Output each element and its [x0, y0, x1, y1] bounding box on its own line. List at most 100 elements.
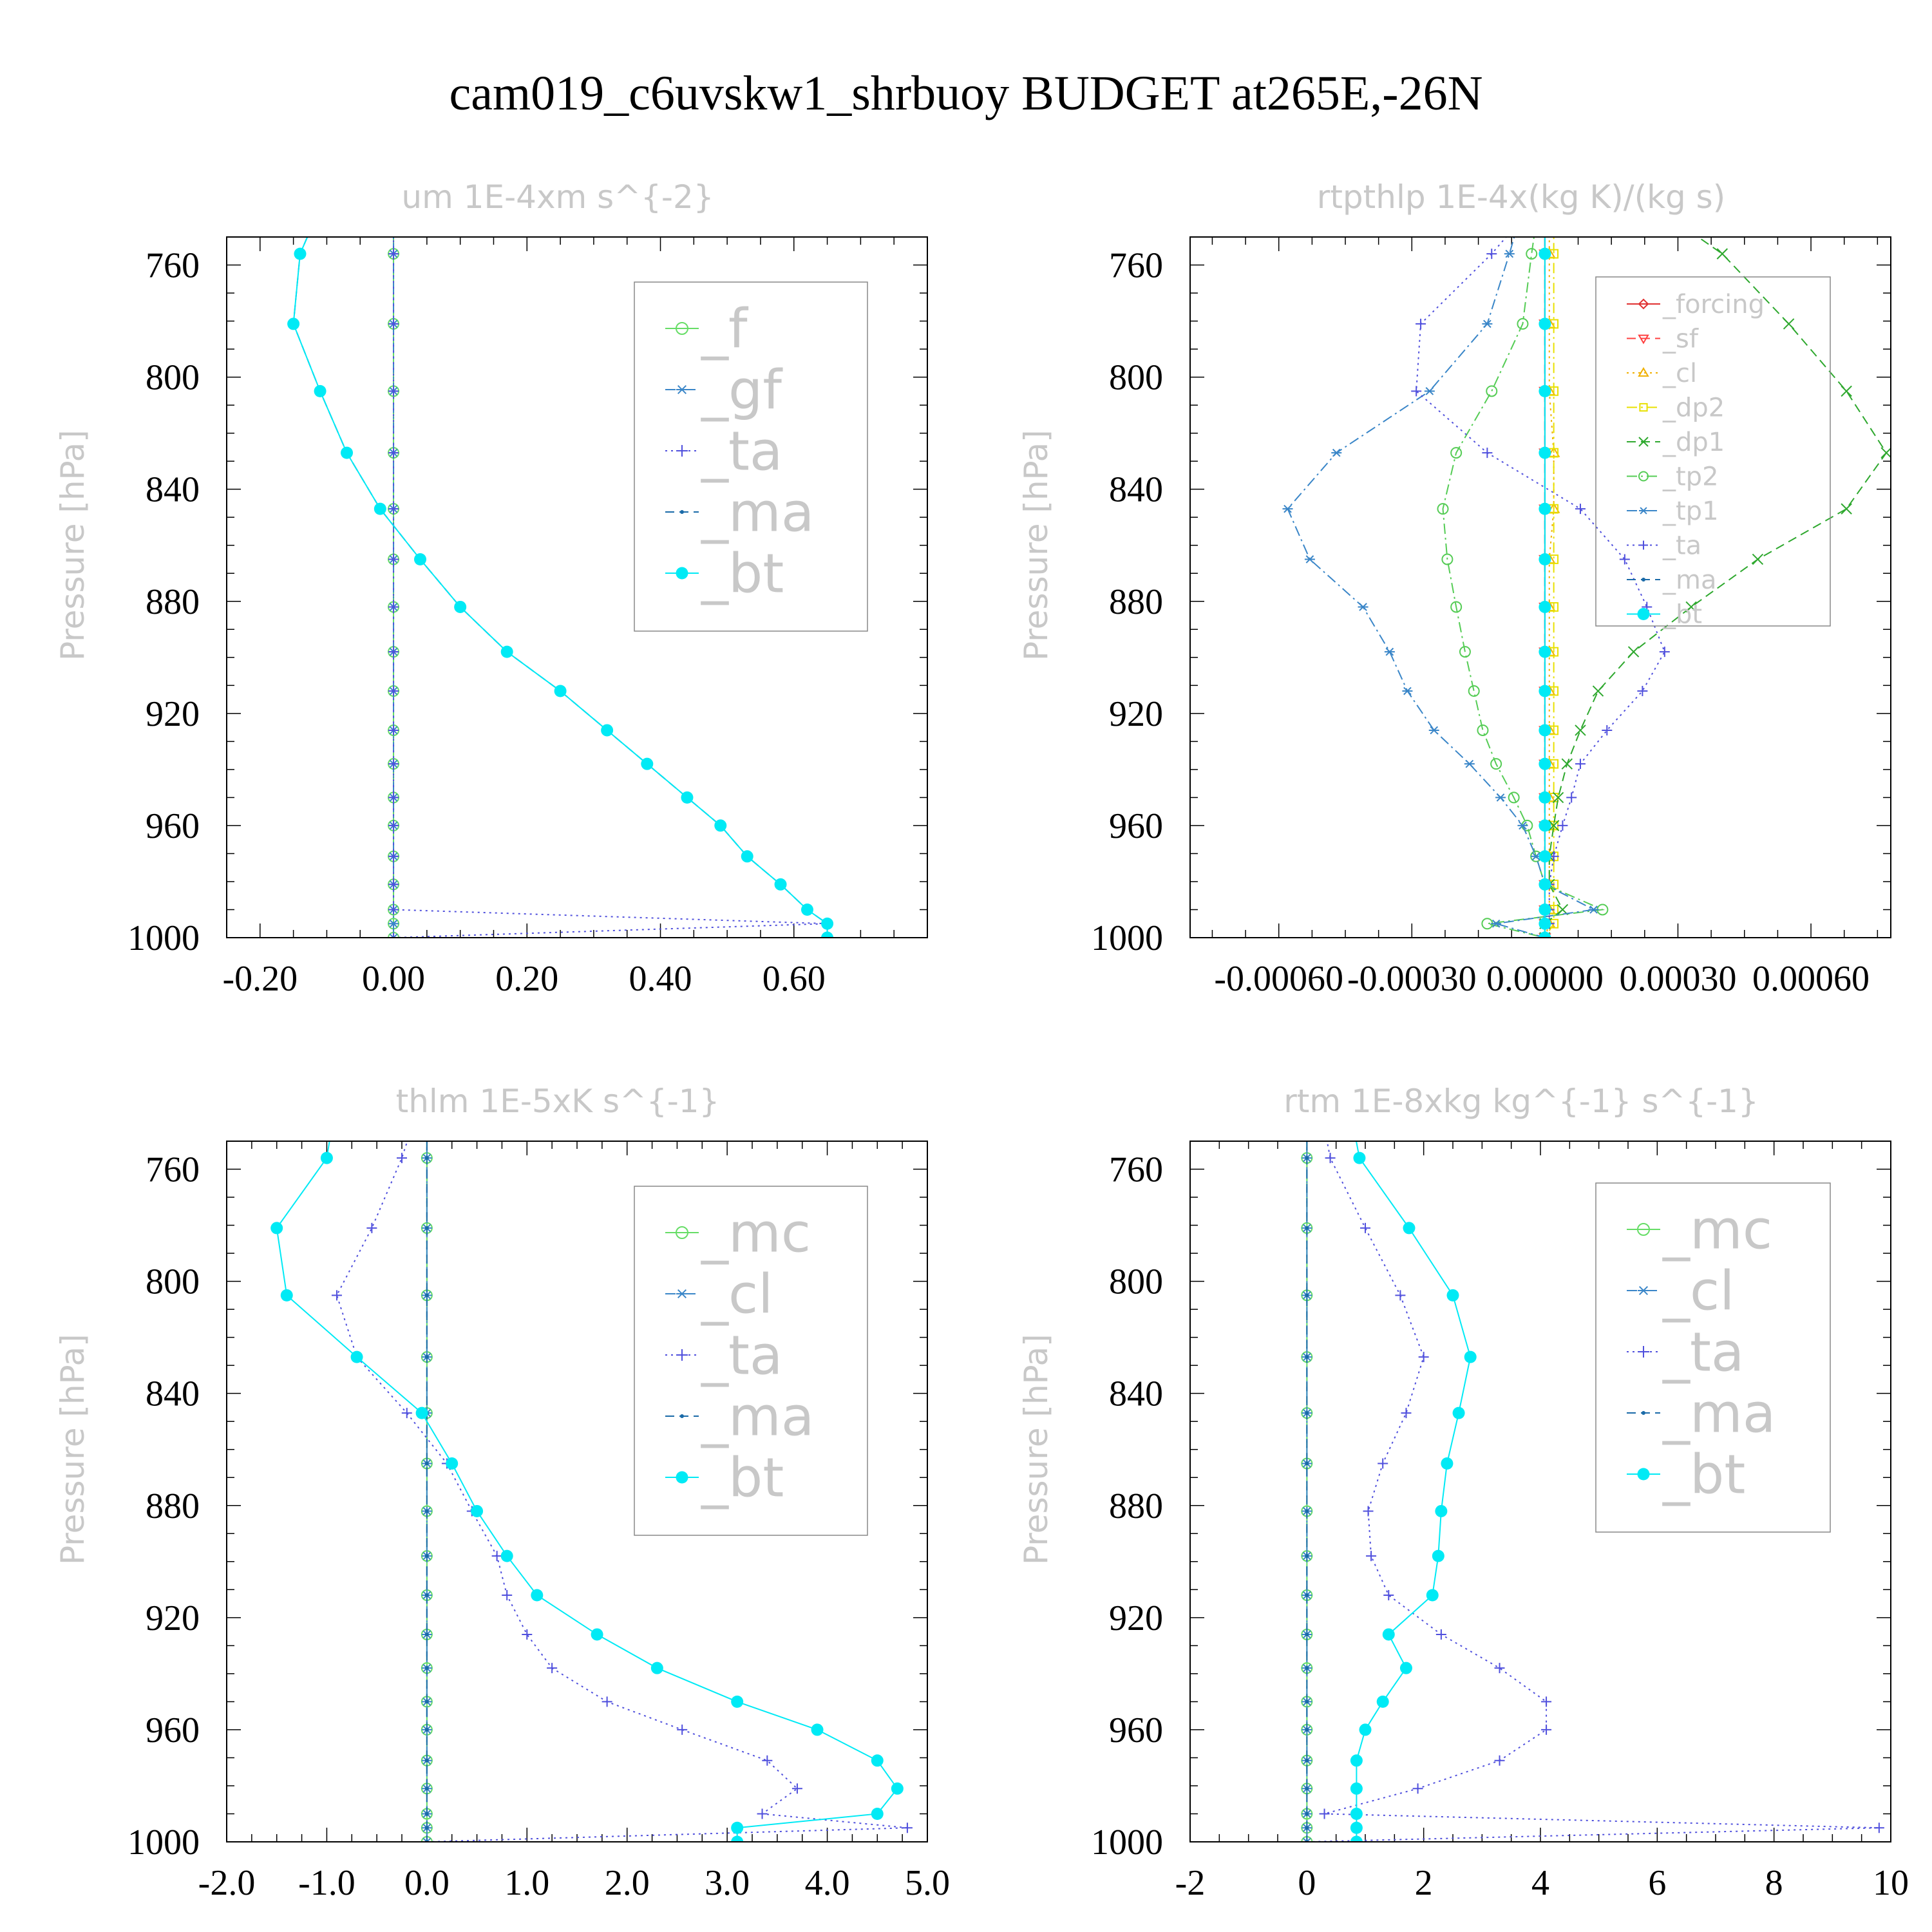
data-point: [1383, 1590, 1394, 1601]
series-ma: [1305, 1141, 1309, 1842]
series-bt: [1539, 237, 1551, 938]
legend-label: _bt: [1662, 600, 1702, 630]
data-point: [1627, 646, 1640, 658]
series-cl: [1541, 237, 1560, 938]
legend-label: _bt: [701, 1446, 784, 1509]
data-point: [1638, 1346, 1649, 1358]
data-point: [757, 1808, 768, 1819]
data-point: [1428, 726, 1439, 735]
data-point: [1539, 791, 1551, 804]
data-point: [1602, 724, 1613, 735]
y-tick-label: 840: [146, 1374, 200, 1414]
data-point: [424, 1786, 429, 1791]
y-tick-label: 920: [146, 694, 200, 734]
data-point: [1459, 646, 1471, 658]
data-point: [1637, 608, 1650, 620]
data-point: [500, 1549, 513, 1562]
data-point: [1477, 724, 1489, 736]
series-ta: [1411, 237, 1670, 938]
data-point: [1880, 447, 1891, 459]
data-point: [1592, 685, 1604, 697]
data-point: [388, 933, 399, 938]
data-point: [1435, 1629, 1446, 1640]
panel-title: thlm 1E-5xK s^{-1}: [396, 1083, 720, 1120]
data-point: [1437, 503, 1449, 515]
y-tick-label: 960: [1109, 1710, 1163, 1750]
x-tick-label: 0.40: [629, 959, 692, 999]
data-point: [601, 724, 614, 737]
data-point: [1619, 554, 1630, 565]
data-point: [871, 1754, 884, 1767]
data-point: [424, 1461, 429, 1466]
y-tick-label: 880: [146, 1486, 200, 1526]
y-tick-label: 1000: [128, 1823, 200, 1862]
data-point: [397, 1153, 407, 1164]
plot-frame: [226, 236, 928, 938]
data-point: [811, 1723, 824, 1736]
data-point: [1539, 917, 1551, 930]
data-point: [1350, 1807, 1363, 1820]
x-tick-label: 0.0: [404, 1863, 450, 1903]
data-point: [1450, 601, 1463, 613]
data-point: [1441, 553, 1454, 565]
data-point: [424, 1355, 429, 1359]
y-tick-label: 960: [146, 806, 200, 846]
data-point: [1566, 792, 1577, 803]
data-point: [1305, 1826, 1309, 1830]
data-point: [1642, 1411, 1645, 1415]
x-tick-label: -0.00060: [1214, 959, 1343, 999]
data-point: [424, 1156, 429, 1160]
legend-box: [634, 281, 868, 632]
data-point: [1526, 248, 1538, 260]
data-point: [1752, 553, 1764, 565]
data-point: [1464, 759, 1475, 768]
data-point: [1305, 1293, 1309, 1298]
data-point: [446, 1457, 459, 1470]
legend-label: _ta: [1662, 1320, 1744, 1383]
data-point: [1841, 503, 1852, 515]
data-point: [731, 1835, 744, 1842]
data-point: [1331, 448, 1342, 457]
data-point: [388, 879, 399, 890]
data-point: [1424, 387, 1435, 395]
y-tick-label: 800: [146, 1262, 200, 1302]
data-point: [1350, 1754, 1363, 1767]
data-point: [1557, 820, 1568, 831]
y-tick-label: 1000: [1091, 1823, 1163, 1862]
data-point: [641, 757, 654, 770]
data-point: [341, 446, 354, 459]
series-bt: [1350, 1141, 1477, 1842]
data-point: [1358, 603, 1368, 611]
data-point: [1638, 1285, 1649, 1296]
data-point: [1305, 1355, 1309, 1359]
data-point: [680, 1414, 684, 1418]
x-tick-label: -1.0: [298, 1863, 355, 1903]
legend-label: _mc: [1662, 1198, 1772, 1261]
data-point: [1426, 1589, 1439, 1602]
axis-ticks: [226, 236, 928, 938]
data-point: [1642, 578, 1645, 582]
x-tick-label: -2: [1175, 1863, 1206, 1903]
data-point: [1539, 446, 1551, 459]
data-point: [388, 851, 399, 862]
legend: _mc_cl_ta_ma_bt: [634, 1186, 868, 1536]
data-point: [424, 1666, 429, 1671]
data-point: [270, 1222, 283, 1235]
data-point: [676, 1226, 688, 1239]
data-point: [1305, 1509, 1309, 1513]
series-group: [1301, 1141, 1884, 1842]
data-point: [1304, 555, 1315, 564]
series-group: [1282, 237, 1891, 938]
axis-ticks: [1190, 236, 1891, 938]
data-point: [1508, 791, 1520, 804]
x-tick-label: 0.00000: [1486, 959, 1604, 999]
data-point: [1305, 1226, 1309, 1230]
axis-ticks: [1189, 1141, 1891, 1842]
data-point: [1395, 1290, 1406, 1301]
data-point: [522, 1629, 533, 1640]
data-point: [676, 1349, 688, 1361]
data-point: [1350, 1821, 1363, 1834]
data-point: [1486, 385, 1498, 397]
legend-label: _sf: [1662, 325, 1699, 354]
